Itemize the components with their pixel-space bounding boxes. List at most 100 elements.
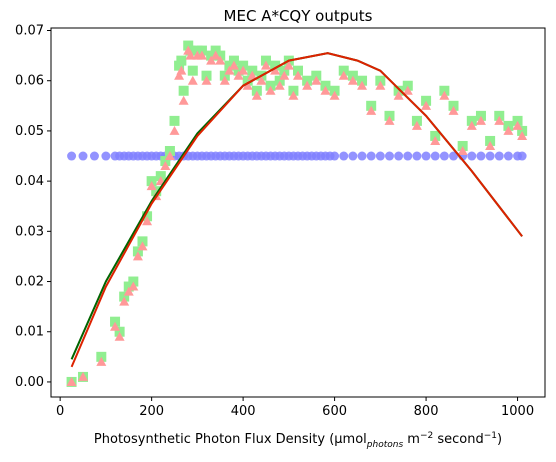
data-point-square xyxy=(219,70,230,81)
data-point-square xyxy=(279,65,290,76)
data-point-square xyxy=(274,75,285,86)
data-point-triangle xyxy=(185,50,196,60)
data-point-triangle xyxy=(338,70,349,80)
data-point-square xyxy=(320,80,331,91)
data-point-triangle xyxy=(503,125,514,135)
data-point-triangle xyxy=(302,80,313,90)
data-point-triangle xyxy=(256,75,267,85)
x-axis: 0 200 400 600 800 1000 xyxy=(56,397,534,419)
data-point-circle xyxy=(403,151,413,161)
data-point-triangle xyxy=(402,85,413,95)
data-point-circle xyxy=(384,151,394,161)
data-point-triangle xyxy=(517,130,528,140)
data-point-square xyxy=(183,40,194,51)
data-point-circle xyxy=(394,151,404,161)
data-point-triangle xyxy=(393,90,404,100)
data-point-triangle xyxy=(160,161,171,171)
data-point-triangle xyxy=(288,90,299,100)
data-point-square xyxy=(251,85,262,96)
data-point-square xyxy=(466,115,477,126)
data-point-square xyxy=(119,291,130,302)
data-point-square xyxy=(169,115,180,126)
data-point-triangle xyxy=(347,75,358,85)
data-point-triangle xyxy=(270,65,281,75)
data-point-circle xyxy=(476,151,486,161)
y-tick-label: 0.07 xyxy=(15,24,44,39)
data-point-square xyxy=(517,125,528,136)
data-point-triangle xyxy=(201,75,212,85)
data-point-triangle xyxy=(96,356,107,366)
x-axis-label-sup2: −1 xyxy=(484,431,497,441)
data-point-square xyxy=(132,246,143,257)
data-point-triangle xyxy=(174,70,185,80)
data-point-square xyxy=(215,50,226,61)
data-point-triangle xyxy=(210,50,221,60)
y-tick-label: 0.02 xyxy=(15,275,44,290)
x-axis-label-prefix: Photosynthetic Photon Flux Density (µmol xyxy=(94,432,367,447)
data-point-square xyxy=(110,316,121,327)
data-point-square xyxy=(347,70,358,81)
x-axis-label-sup1: −2 xyxy=(420,431,433,441)
data-point-square xyxy=(265,80,276,91)
data-point-square xyxy=(402,80,413,91)
data-point-triangle xyxy=(357,80,368,90)
data-point-triangle xyxy=(375,80,386,90)
data-point-triangle xyxy=(123,286,134,296)
data-point-triangle xyxy=(279,70,290,80)
series-2 xyxy=(66,45,528,386)
data-point-square xyxy=(164,146,175,156)
x-tick-label: 1000 xyxy=(501,404,534,419)
data-point-square xyxy=(270,60,281,71)
data-point-triangle xyxy=(251,90,262,100)
data-point-square xyxy=(247,65,258,76)
data-point-square xyxy=(228,55,239,66)
data-point-square xyxy=(114,326,125,337)
data-point-square xyxy=(96,351,107,362)
data-point-triangle xyxy=(119,296,130,306)
data-point-circle xyxy=(330,151,340,161)
data-point-triangle xyxy=(274,80,285,90)
data-point-triangle xyxy=(311,75,322,85)
plot-frame xyxy=(50,27,546,398)
data-point-square xyxy=(151,186,162,197)
data-point-square xyxy=(206,50,217,61)
y-tick-label: 0.03 xyxy=(15,224,44,239)
data-point-triangle xyxy=(329,90,340,100)
data-point-triangle xyxy=(494,115,505,125)
data-point-triangle xyxy=(260,60,271,70)
data-point-circle xyxy=(439,151,449,161)
data-point-triangle xyxy=(293,70,303,80)
data-point-square xyxy=(393,85,404,96)
y-axis: 0.00 0.01 0.02 0.03 0.04 0.05 0.06 0.07 xyxy=(15,24,51,390)
data-point-triangle xyxy=(146,181,157,191)
data-point-triangle xyxy=(233,70,244,80)
data-point-square xyxy=(233,65,244,76)
data-point-square xyxy=(128,276,139,287)
data-point-square xyxy=(123,281,134,292)
data-point-square xyxy=(160,156,171,167)
y-tick-label: 0.04 xyxy=(15,174,44,189)
series-4 xyxy=(70,52,523,368)
data-point-triangle xyxy=(411,120,422,130)
x-tick-label: 800 xyxy=(414,404,439,419)
data-point-square xyxy=(260,55,271,66)
data-point-square xyxy=(187,65,198,76)
x-axis-label-subscript: photons xyxy=(366,440,404,450)
data-point-triangle xyxy=(164,151,175,161)
data-point-square xyxy=(384,110,395,121)
data-point-circle xyxy=(503,151,513,161)
data-point-circle xyxy=(67,151,77,161)
data-point-square xyxy=(178,85,189,96)
data-point-triangle xyxy=(448,105,459,115)
data-point-square xyxy=(288,85,299,96)
y-tick-label: 0.00 xyxy=(15,375,44,390)
data-point-square xyxy=(293,65,303,76)
data-point-square xyxy=(475,110,486,121)
data-point-triangle xyxy=(238,65,249,75)
data-point-square xyxy=(224,60,235,71)
data-point-square xyxy=(503,120,514,131)
data-point-triangle xyxy=(187,75,198,85)
data-point-triangle xyxy=(247,70,258,80)
data-point-circle xyxy=(421,151,431,161)
